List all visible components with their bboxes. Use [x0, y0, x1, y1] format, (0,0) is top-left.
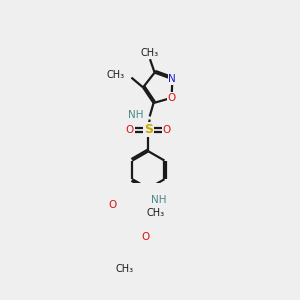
Text: O: O: [167, 93, 176, 103]
Text: CH₃: CH₃: [147, 208, 165, 218]
Text: NH: NH: [151, 195, 167, 205]
Text: O: O: [142, 232, 150, 242]
Text: NH: NH: [128, 110, 143, 120]
Text: CH₃: CH₃: [141, 49, 159, 58]
Text: CH₃: CH₃: [106, 70, 124, 80]
Text: O: O: [108, 200, 116, 210]
Text: O: O: [126, 125, 134, 135]
Text: S: S: [144, 123, 153, 136]
Text: CH₃: CH₃: [116, 264, 134, 274]
Text: N: N: [168, 74, 176, 84]
Text: O: O: [163, 125, 171, 135]
